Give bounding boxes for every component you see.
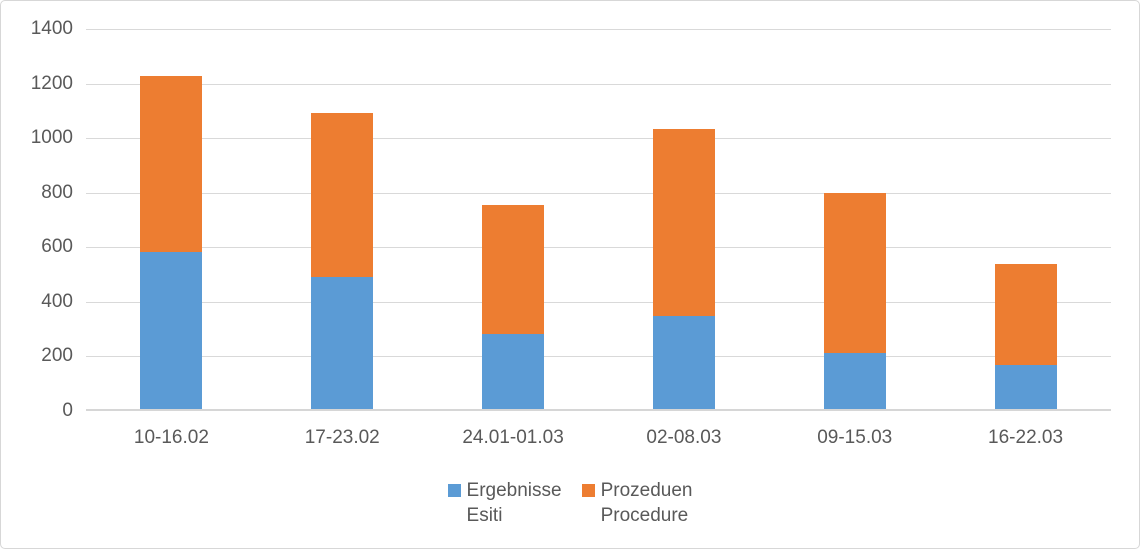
- bar-slot-24.01-01.03: [428, 29, 599, 409]
- y-tick-label-400: 400: [41, 290, 73, 312]
- legend: Ergebnisse Esiti Prozeduen Procedure: [1, 478, 1139, 528]
- plot-area: [86, 29, 1111, 411]
- bar-slot-10-16.02: [86, 29, 257, 409]
- bar-slot-02-08.03: [598, 29, 769, 409]
- x-tick-label: 24.01-01.03: [462, 427, 564, 448]
- bar-segment: [823, 193, 886, 354]
- x-tick-label: 10-16.02: [133, 427, 209, 448]
- y-tick-label-1000: 1000: [30, 127, 73, 149]
- gridline-1400: [86, 29, 1111, 30]
- bar-stack: [140, 76, 203, 409]
- bar-slot-17-23.02: [257, 29, 428, 409]
- bar-segment: [140, 76, 203, 253]
- bar-stack: [482, 204, 545, 409]
- bar-segment: [652, 129, 715, 317]
- bars-layer: [86, 29, 1111, 409]
- legend-label: Prozeduen Procedure: [600, 480, 693, 526]
- gridline-800: [86, 192, 1111, 194]
- x-tick-label: 02-08.03: [646, 427, 722, 448]
- x-tick-label: 17-23.02: [304, 427, 380, 448]
- legend-item: Ergebnisse Esiti: [447, 478, 562, 528]
- legend-marker-icon: [581, 484, 595, 497]
- bar-segment: [652, 316, 715, 409]
- gridline-400: [86, 301, 1111, 303]
- bar-slot-09-15.03: [769, 29, 940, 409]
- gridline-1000: [86, 138, 1111, 140]
- bar-segment: [311, 112, 374, 277]
- y-tick-label-1200: 1200: [30, 72, 73, 94]
- bar-segment: [482, 333, 545, 409]
- bar-stack: [311, 112, 374, 409]
- legend-marker-icon: [447, 484, 461, 497]
- bar-stack: [652, 129, 715, 409]
- bar-segment: [140, 252, 203, 409]
- y-tick-label-0: 0: [62, 400, 73, 421]
- legend-label: Ergebnisse Esiti: [466, 480, 562, 526]
- y-tick-label-800: 800: [41, 181, 73, 203]
- legend-item: Prozeduen Procedure: [581, 478, 693, 528]
- gridline-200: [86, 356, 1111, 358]
- bar-stack: [823, 193, 886, 409]
- y-tick-label-1400: 1400: [30, 18, 73, 39]
- bar-segment: [482, 204, 545, 334]
- bar-segment: [994, 365, 1057, 409]
- bar-segment: [823, 353, 886, 409]
- gridline-1200: [86, 83, 1111, 85]
- bar-stack: [994, 264, 1057, 409]
- x-axis: 10-16.02 17-23.02 24.01-01.03 02-08.03 09-15…: [86, 425, 1111, 451]
- x-tick-label: 16-22.03: [988, 427, 1064, 448]
- bar-segment: [311, 276, 374, 409]
- y-tick-label-600: 600: [41, 236, 73, 258]
- gridline-600: [86, 247, 1111, 249]
- bar-segment: [994, 264, 1057, 366]
- y-tick-label-200: 200: [41, 345, 73, 367]
- y-axis: 0 200 400 600 800 1000 1200 1400: [1, 1, 77, 548]
- x-tick-label: 09-15.03: [817, 427, 893, 448]
- bar-slot-16-22.03: [940, 29, 1111, 409]
